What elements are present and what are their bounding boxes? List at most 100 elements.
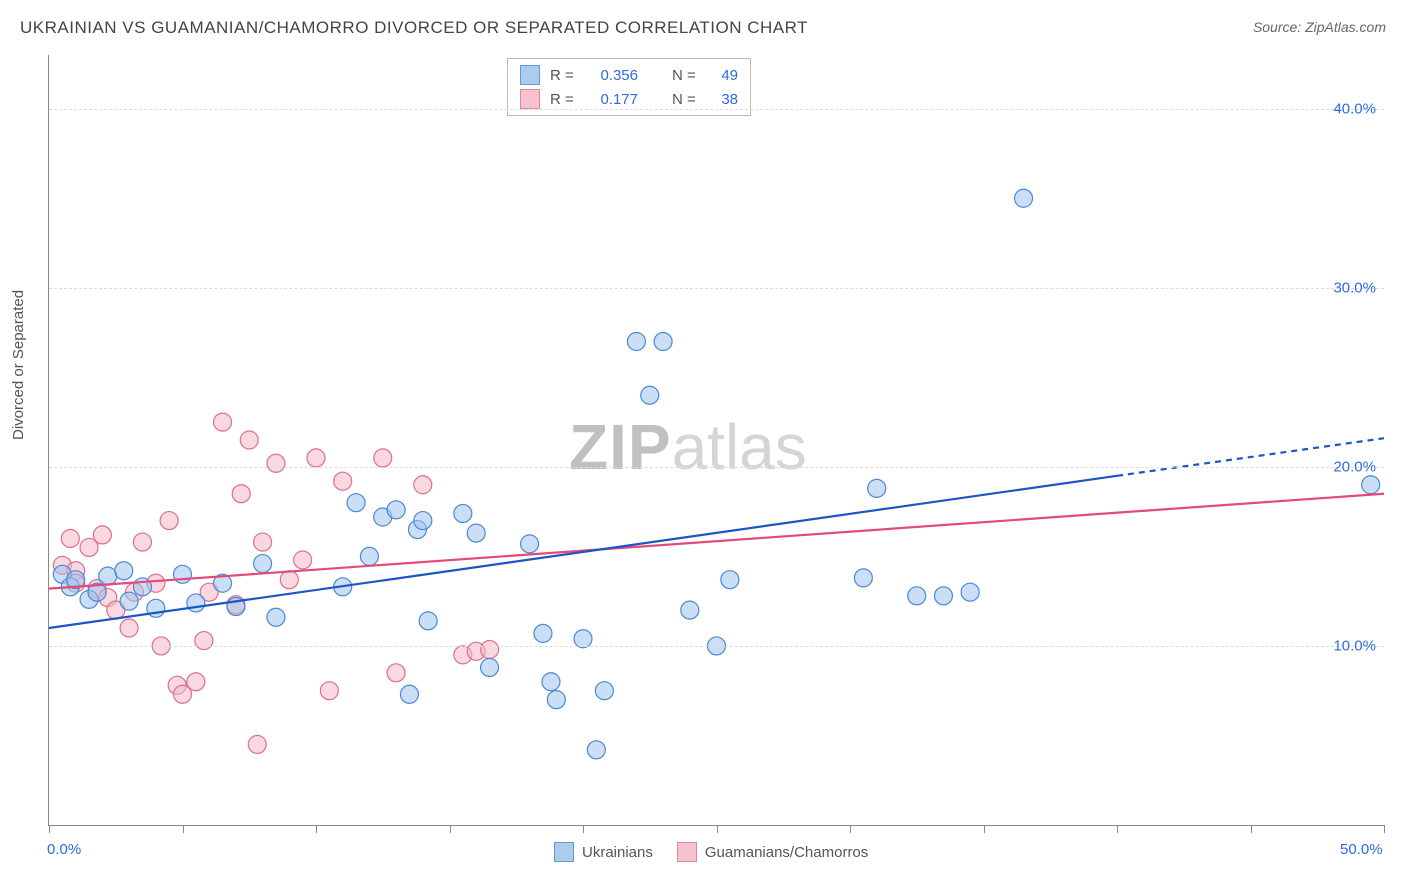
- legend-item: Ukrainians: [554, 842, 653, 862]
- legend-label: Ukrainians: [582, 844, 653, 861]
- data-point: [400, 685, 418, 703]
- data-point: [1362, 476, 1380, 494]
- scatter-svg: [49, 55, 1384, 825]
- data-point: [61, 529, 79, 547]
- data-point: [542, 673, 560, 691]
- r-value: 0.177: [588, 91, 638, 108]
- data-point: [374, 449, 392, 467]
- x-tick: [183, 825, 184, 833]
- legend-item: Guamanians/Chamorros: [677, 842, 868, 862]
- x-tick: [583, 825, 584, 833]
- data-point: [248, 735, 266, 753]
- data-point: [641, 386, 659, 404]
- data-point: [414, 476, 432, 494]
- data-point: [160, 512, 178, 530]
- r-label: R =: [550, 67, 578, 84]
- data-point: [99, 567, 117, 585]
- data-point: [334, 472, 352, 490]
- legend-row: R = 0.356 N = 49: [520, 63, 738, 87]
- data-point: [627, 333, 645, 351]
- data-point: [254, 533, 272, 551]
- data-point: [387, 501, 405, 519]
- legend-swatch: [520, 65, 540, 85]
- data-point: [419, 612, 437, 630]
- gridline: [49, 467, 1384, 468]
- source-label: Source: ZipAtlas.com: [1253, 19, 1386, 37]
- data-point: [961, 583, 979, 601]
- r-value: 0.356: [588, 67, 638, 84]
- plot-area: ZIPatlas R =0.356N =49R =0.177N =38 Ukra…: [48, 55, 1384, 826]
- series-legend: Ukrainians Guamanians/Chamorros: [554, 842, 868, 862]
- data-point: [133, 533, 151, 551]
- x-tick: [49, 825, 50, 833]
- data-point: [280, 571, 298, 589]
- data-point: [934, 587, 952, 605]
- data-point: [454, 504, 472, 522]
- data-point: [232, 485, 250, 503]
- gridline: [49, 109, 1384, 110]
- data-point: [587, 741, 605, 759]
- x-tick: [1117, 825, 1118, 833]
- data-point: [320, 682, 338, 700]
- correlation-legend: R = 0.356 N = 49 R = 0.177 N = 38: [507, 58, 751, 116]
- y-tick-label: 10.0%: [1333, 637, 1376, 654]
- data-point: [115, 562, 133, 580]
- x-tick: [316, 825, 317, 833]
- data-point: [414, 512, 432, 530]
- legend-label: Guamanians/Chamorros: [705, 844, 868, 861]
- data-point: [254, 555, 272, 573]
- data-point: [467, 524, 485, 542]
- x-tick: [1384, 825, 1385, 833]
- data-point: [868, 479, 886, 497]
- data-point: [481, 658, 499, 676]
- legend-row: R = 0.177 N = 38: [520, 87, 738, 111]
- data-point: [681, 601, 699, 619]
- regression-line: [49, 494, 1384, 589]
- n-label: N =: [672, 91, 700, 108]
- x-tick: [1251, 825, 1252, 833]
- data-point: [654, 333, 672, 351]
- data-point: [521, 535, 539, 553]
- data-point: [267, 454, 285, 472]
- data-point: [595, 682, 613, 700]
- data-point: [481, 641, 499, 659]
- data-point: [93, 526, 111, 544]
- data-point: [267, 608, 285, 626]
- data-point: [120, 592, 138, 610]
- data-point: [347, 494, 365, 512]
- data-point: [214, 413, 232, 431]
- n-value: 49: [710, 67, 738, 84]
- gridline: [49, 646, 1384, 647]
- data-point: [187, 673, 205, 691]
- chart-title: UKRAINIAN VS GUAMANIAN/CHAMORRO DIVORCED…: [20, 18, 808, 38]
- data-point: [360, 547, 378, 565]
- legend-swatch: [677, 842, 697, 862]
- x-tick-label: 50.0%: [1340, 841, 1383, 858]
- x-tick: [450, 825, 451, 833]
- data-point: [240, 431, 258, 449]
- data-point: [294, 551, 312, 569]
- data-point: [534, 624, 552, 642]
- data-point: [1015, 189, 1033, 207]
- legend-swatch: [554, 842, 574, 862]
- data-point: [307, 449, 325, 467]
- data-point: [187, 594, 205, 612]
- x-tick: [984, 825, 985, 833]
- x-tick: [717, 825, 718, 833]
- x-tick-label: 0.0%: [47, 841, 81, 858]
- data-point: [854, 569, 872, 587]
- data-point: [547, 691, 565, 709]
- x-tick: [850, 825, 851, 833]
- y-tick-label: 20.0%: [1333, 458, 1376, 475]
- n-value: 38: [710, 91, 738, 108]
- data-point: [120, 619, 138, 637]
- regression-line: [49, 476, 1117, 628]
- gridline: [49, 288, 1384, 289]
- data-point: [721, 571, 739, 589]
- r-label: R =: [550, 91, 578, 108]
- data-point: [908, 587, 926, 605]
- y-tick-label: 30.0%: [1333, 279, 1376, 296]
- y-axis-label: Divorced or Separated: [10, 290, 27, 440]
- y-tick-label: 40.0%: [1333, 100, 1376, 117]
- n-label: N =: [672, 67, 700, 84]
